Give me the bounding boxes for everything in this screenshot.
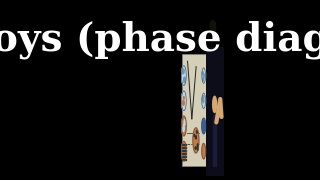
Bar (181, 150, 186, 151)
Circle shape (197, 144, 198, 147)
Bar (181, 147, 186, 148)
Circle shape (202, 68, 205, 83)
Circle shape (181, 141, 186, 161)
Circle shape (184, 77, 185, 80)
Circle shape (195, 147, 196, 149)
Circle shape (184, 120, 185, 125)
Circle shape (184, 78, 185, 83)
Circle shape (202, 97, 203, 100)
FancyBboxPatch shape (206, 47, 224, 176)
Circle shape (197, 147, 198, 150)
Circle shape (181, 91, 186, 111)
Bar (181, 156, 186, 157)
Circle shape (182, 70, 183, 74)
Circle shape (183, 69, 184, 73)
Circle shape (202, 118, 205, 134)
Circle shape (213, 96, 217, 112)
Ellipse shape (210, 20, 216, 34)
Circle shape (183, 101, 184, 105)
Circle shape (203, 99, 204, 103)
Circle shape (203, 96, 204, 98)
Bar (181, 153, 186, 154)
Circle shape (194, 134, 195, 137)
Bar (213, 115, 216, 166)
Bar (181, 144, 186, 145)
Ellipse shape (210, 20, 216, 34)
Circle shape (197, 144, 198, 147)
Circle shape (183, 101, 184, 105)
Circle shape (183, 127, 184, 132)
FancyBboxPatch shape (182, 54, 206, 166)
Circle shape (181, 116, 186, 136)
Circle shape (203, 77, 204, 81)
Bar (181, 159, 186, 160)
Circle shape (193, 128, 199, 153)
Circle shape (183, 97, 184, 99)
Text: Alloys (phase diagrams): Alloys (phase diagrams) (0, 20, 320, 59)
Ellipse shape (210, 20, 216, 34)
Circle shape (196, 131, 197, 133)
Circle shape (181, 66, 186, 86)
Circle shape (202, 143, 205, 159)
Circle shape (202, 93, 205, 109)
